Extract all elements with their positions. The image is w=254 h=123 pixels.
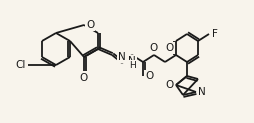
Text: F: F [212,29,218,39]
Text: N: N [118,52,126,62]
Text: O: O [86,20,94,30]
Text: H: H [129,61,135,70]
Text: O: O [166,43,174,53]
Text: O: O [150,43,158,53]
Text: Cl: Cl [16,60,26,70]
Text: O: O [145,71,153,81]
Text: N: N [128,56,136,66]
Text: N: N [198,87,206,97]
Text: O: O [166,80,174,90]
Text: O: O [80,73,88,83]
